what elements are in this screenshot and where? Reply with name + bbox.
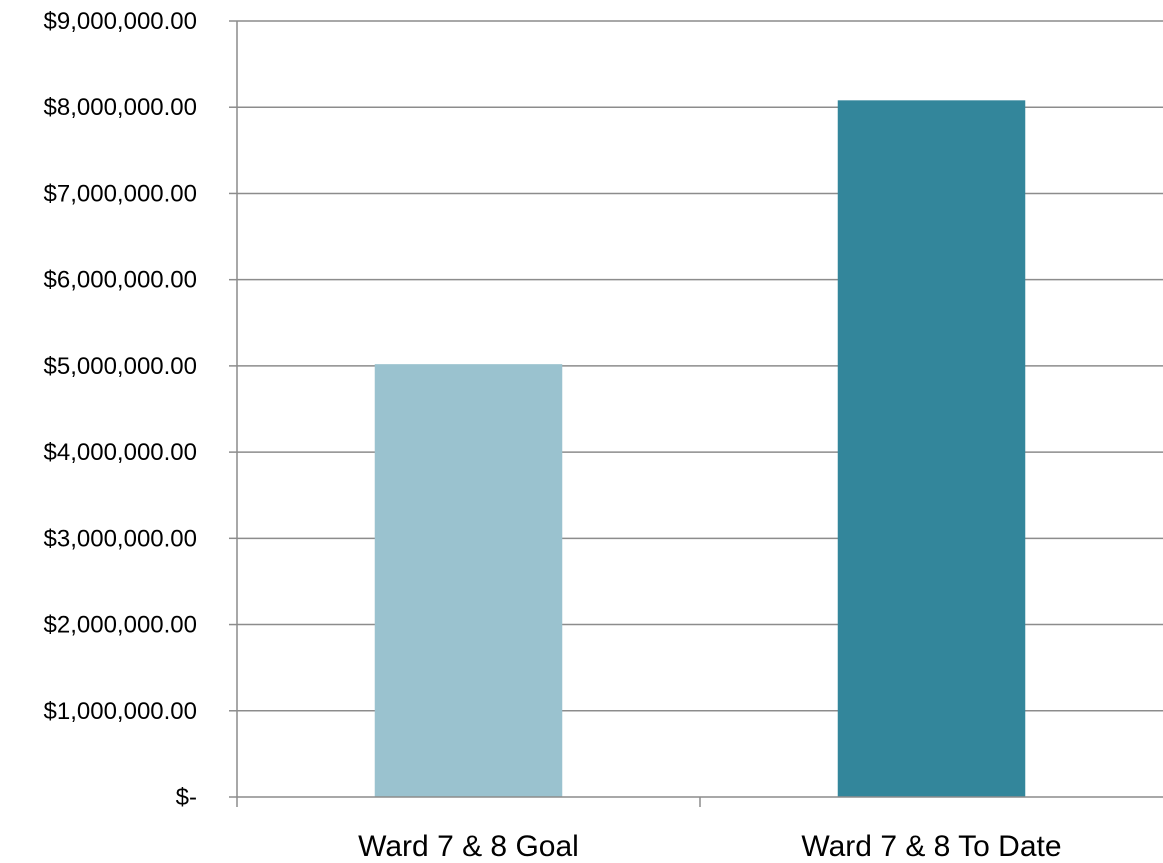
y-tick-label: $3,000,000.00 xyxy=(44,525,197,552)
y-tick-label: $- xyxy=(176,784,197,811)
bars xyxy=(374,100,1026,797)
y-tick-label: $5,000,000.00 xyxy=(44,353,197,380)
x-tick-labels: Ward 7 & 8 Goal Ward 7 & 8 To Date xyxy=(358,830,1061,863)
bar-2 xyxy=(837,100,1026,797)
y-tick-label: $8,000,000.00 xyxy=(44,94,197,121)
x-tick-label: Ward 7 & 8 Goal xyxy=(358,830,579,863)
y-tick-label: $2,000,000.00 xyxy=(44,612,197,639)
y-tick-label: $9,000,000.00 xyxy=(44,8,197,35)
y-tick-label: $6,000,000.00 xyxy=(44,267,197,294)
bar-1 xyxy=(374,364,563,797)
axes xyxy=(229,20,1163,807)
y-tick-labels: $- $1,000,000.00 $2,000,000.00 $3,000,000.0… xyxy=(44,8,197,811)
y-tick-label: $7,000,000.00 xyxy=(44,180,197,207)
x-tick-label: Ward 7 & 8 To Date xyxy=(801,830,1061,863)
y-tick-label: $1,000,000.00 xyxy=(44,698,197,725)
y-tick-label: $4,000,000.00 xyxy=(44,439,197,466)
